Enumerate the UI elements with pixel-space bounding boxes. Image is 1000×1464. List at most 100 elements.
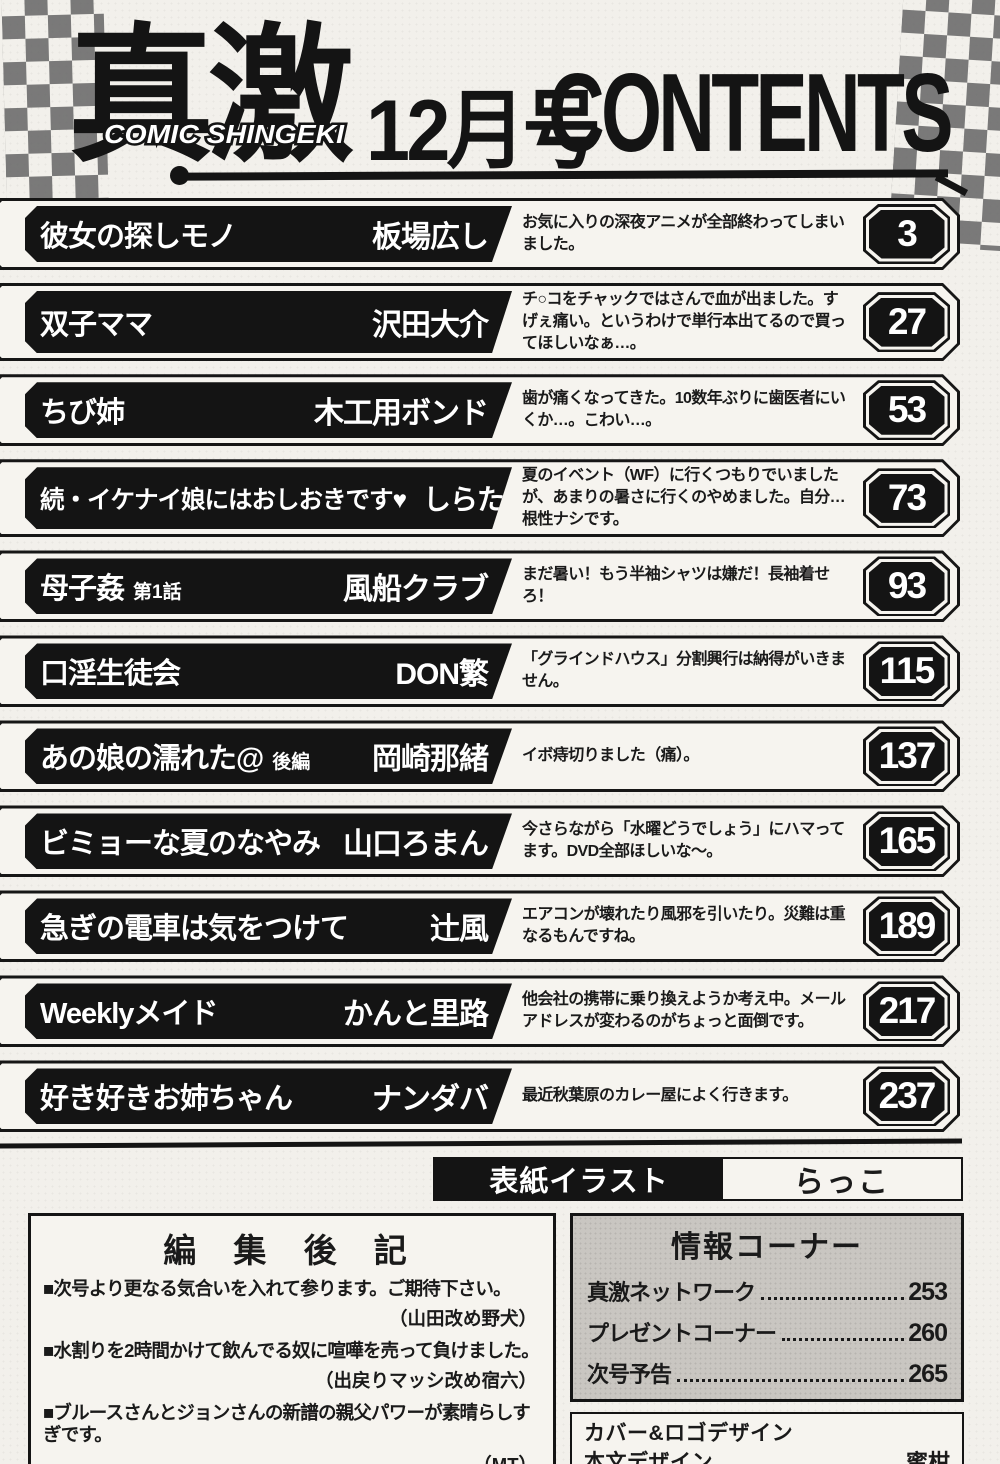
entry-title: 彼女の探しモノ (40, 221, 237, 253)
design-credit-name: 蜜柑 (905, 1450, 950, 1464)
table-row: 彼女の探しモノ 板場広し お気に入りの深夜アニメが全部終わってしまいました。 3 (0, 198, 960, 270)
design-credits-box: カバー&ロゴデザイン 本文デザイン 蜜柑 (570, 1412, 964, 1464)
editors-note-signature: （山田改め野犬） (388, 1308, 537, 1330)
page-number: 93 (869, 562, 945, 611)
contents-list: 彼女の探しモノ 板場広し お気に入りの深夜アニメが全部終わってしまいました。 3… (0, 198, 960, 1132)
info-item-page: 260 (908, 1319, 948, 1348)
entry-comment: 「グラインドハウス」分割興行は納得がいきません。 (522, 651, 846, 691)
header-rule-dot (170, 166, 189, 185)
entry-subtitle: 第1話 (133, 582, 182, 604)
table-row: Weeklyメイド かんと里路 他会社の携帯に乗り換えようか考え中。メールアドレ… (0, 975, 960, 1047)
entry-author: 山口ろまん (343, 828, 488, 862)
info-item-page: 265 (908, 1360, 948, 1389)
entry-title: 続・イケナイ娘にはおしおきです♥ (40, 486, 407, 514)
list-item: 次号予告 265 (587, 1357, 948, 1389)
entry-title: 急ぎの電車は気をつけて (40, 913, 349, 946)
page-number-badge: 189 (863, 896, 950, 956)
page-number: 3 (869, 210, 945, 259)
page-number: 137 (869, 732, 945, 781)
page-number-badge: 3 (863, 204, 950, 264)
entry-subtitle: 後編 (272, 752, 311, 774)
entry-author: 板場広し (372, 221, 488, 254)
entry-title: あの娘の濡れた@ (40, 743, 264, 776)
editors-note-box: 編 集 後 記 ■次号より更なる気合いを入れて参ります。ご期待下さい。 （山田改… (28, 1213, 556, 1464)
dotted-leader (761, 1297, 905, 1301)
entry-comment: 夏のイベント（WF）に行くつもりでいましたが、あまりの暑さに行くのやめました。自… (522, 467, 846, 529)
info-item-label: 真激ネットワーク (587, 1280, 756, 1306)
entry-comment: 歯が痛くなってきた。10数年ぶりに歯医者にいくか…。こわい…。 (522, 390, 846, 430)
entry-author: DON繁 (395, 658, 488, 692)
entry-comment: エアコンが壊れたり風邪を引いたり。災難は重なるもんですね。 (522, 906, 846, 946)
magazine-logo-subtitle: COMIC SHINGEKI (102, 117, 348, 152)
entry-author: 沢田大介 (372, 309, 488, 343)
page-number: 53 (869, 386, 945, 435)
page-number-badge: 217 (863, 981, 950, 1041)
entry-title-banner: Weeklyメイド かんと里路 (25, 983, 512, 1039)
info-item-label: プレゼントコーナー (587, 1321, 777, 1347)
entry-comment: お気に入りの深夜アニメが全部終わってしまいました。 (522, 213, 845, 253)
entry-title-banner: 双子ママ 沢田大介 (25, 291, 512, 353)
entry-comment: 他会社の携帯に乗り換えようか考え中。メールアドレスが変わるのがちょっと面倒です。 (522, 991, 846, 1031)
table-row: ちび姉 木工用ボンド 歯が痛くなってきた。10数年ぶりに歯医者にいくか…。こわい… (0, 374, 960, 446)
table-row: 口淫生徒会 DON繁 「グラインドハウス」分割興行は納得がいきません。 115 (0, 635, 960, 707)
entry-comment: イボ痔切りました（痛）。 (522, 747, 699, 765)
entry-title-banner: 彼女の探しモノ 板場広し (25, 206, 512, 262)
entry-comment: 今さらながら「水曜どうでしょう」にハマってます。DVD全部ほしいな〜。 (522, 821, 845, 861)
entry-title: 口淫生徒会 (40, 658, 181, 691)
entry-title: ちび姉 (40, 397, 125, 430)
info-item-label: 次号予告 (587, 1362, 672, 1388)
page-number-badge: 137 (863, 726, 950, 786)
page-number-badge: 27 (863, 292, 950, 352)
entry-title-banner: ちび姉 木工用ボンド (25, 382, 512, 438)
entry-author: かんと里路 (343, 998, 488, 1032)
design-credit-line: 本文デザイン (584, 1450, 713, 1464)
header-rule-tail (934, 174, 969, 197)
page-number: 237 (869, 1072, 945, 1121)
design-credit-line: カバー&ロゴデザイン (584, 1422, 794, 1446)
entry-author: 木工用ボンド (314, 397, 488, 431)
page-number: 217 (869, 987, 945, 1036)
page-number-badge: 93 (863, 556, 950, 616)
table-row: 母子姦 第1話 風船クラブ まだ暑い！もう半袖シャツは嫌だ！長袖着せろ！ 93 (0, 550, 960, 622)
entry-title-banner: 続・イケナイ娘にはおしおきです♥ しらたき春 (25, 467, 512, 529)
entry-comment: まだ暑い！もう半袖シャツは嫌だ！長袖着せろ！ (522, 566, 830, 606)
page-number-badge: 237 (863, 1066, 950, 1126)
page-number: 165 (869, 817, 945, 866)
cover-illustration-bar: 表紙イラスト らっこ (433, 1157, 963, 1202)
entry-author: 風船クラブ (343, 573, 488, 607)
entry-author: 辻風 (430, 913, 488, 947)
table-row: ビミョーな夏のなやみ 山口ろまん 今さらながら「水曜どうでしょう」にハマってます… (0, 805, 960, 877)
entry-author: 岡崎那緒 (372, 743, 488, 777)
page-number-badge: 73 (863, 468, 950, 528)
page-header: 真激 COMIC SHINGEKI 12月号 CONTENTS (0, 0, 1000, 198)
list-item: プレゼントコーナー 260 (587, 1316, 948, 1348)
entry-title: 双子ママ (40, 309, 153, 342)
table-row: 双子ママ 沢田大介 チ○コをチャックではさんで血が出ました。すげぇ痛い。というわ… (0, 283, 960, 361)
table-row: 好き好きお姉ちゃん ナンダバ 最近秋葉原のカレー屋によく行きます。 237 (0, 1060, 960, 1132)
entry-author: ナンダバ (372, 1083, 488, 1117)
section-divider-line (0, 1138, 963, 1149)
editors-note-item: ■次号より更なる気合いを入れて参ります。ご期待下さい。 (43, 1278, 512, 1300)
list-item: 真激ネットワーク 253 (587, 1275, 948, 1307)
entry-title-banner: あの娘の濡れた@ 後編 岡崎那緒 (25, 728, 512, 784)
svg-text:COMIC SHINGEKI: COMIC SHINGEKI (104, 119, 345, 149)
editors-note-item: ■ブルースさんとジョンさんの新譜の親父パワーが素晴らしすぎです。 (43, 1401, 531, 1446)
entry-comment: チ○コをチャックではさんで血が出ました。すげぇ痛い。というわけで単行本出てるので… (522, 291, 846, 353)
cover-illustration-artist: らっこ (723, 1159, 961, 1200)
entry-title-banner: ビミョーな夏のなやみ 山口ろまん (25, 813, 512, 869)
table-row: あの娘の濡れた@ 後編 岡崎那緒 イボ痔切りました（痛）。 137 (0, 720, 960, 792)
page-number-badge: 165 (863, 811, 950, 871)
page-number: 189 (869, 902, 945, 951)
editors-note-signature: （出戻りマッシ改め宿六） (314, 1369, 537, 1391)
page-number-badge: 53 (863, 380, 950, 440)
page-number-badge: 115 (863, 641, 950, 701)
page-number: 115 (869, 647, 945, 696)
entry-title-banner: 口淫生徒会 DON繁 (25, 643, 512, 699)
right-column: 情報コーナー 真激ネットワーク 253 プレゼントコーナー 260 次号予告 2… (570, 1213, 964, 1464)
entry-title-banner: 好き好きお姉ちゃん ナンダバ (25, 1068, 512, 1124)
entry-comment: 最近秋葉原のカレー屋によく行きます。 (522, 1087, 798, 1105)
magazine-logo: 真激 (68, 8, 354, 184)
info-item-page: 253 (908, 1278, 948, 1307)
contents-title: CONTENTS (548, 51, 954, 175)
bottom-section: 編 集 後 記 ■次号より更なる気合いを入れて参ります。ご期待下さい。 （山田改… (28, 1213, 964, 1464)
